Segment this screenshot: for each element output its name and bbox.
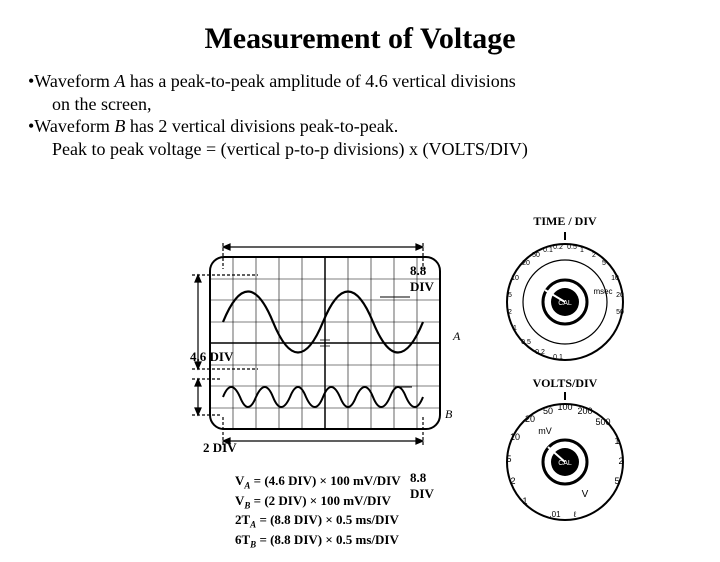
svg-text:10: 10 bbox=[611, 275, 619, 282]
bullet-b-line: •Waveform B has 2 vertical divisions pea… bbox=[28, 115, 692, 138]
svg-text:20: 20 bbox=[616, 292, 624, 299]
svg-text:.01: .01 bbox=[549, 510, 561, 519]
voltage-formulas: VA = (4.6 DIV) × 100 mV/DIV VB = (2 DIV)… bbox=[235, 472, 401, 551]
svg-text:0.5: 0.5 bbox=[567, 244, 577, 251]
svg-text:50: 50 bbox=[532, 252, 540, 259]
ptp-formula: Peak to peak voltage = (vertical p-to-p … bbox=[52, 138, 692, 161]
svg-text:1: 1 bbox=[614, 436, 619, 446]
svg-text:mV: mV bbox=[538, 426, 552, 436]
svg-text:20: 20 bbox=[525, 414, 535, 424]
svg-text:1: 1 bbox=[580, 247, 584, 254]
f1-post: = (4.6 DIV) × 100 mV/DIV bbox=[250, 473, 400, 488]
svg-text:0.2: 0.2 bbox=[535, 349, 545, 356]
bullet-list: •Waveform A has a peak-to-peak amplitude… bbox=[28, 70, 692, 160]
f2-post: = (2 DIV) × 100 mV/DIV bbox=[250, 493, 390, 508]
svg-text:200: 200 bbox=[577, 406, 592, 416]
time-div-dial: TIME / DIV CAL 0.10.20.51 25 102050 5020… bbox=[490, 222, 640, 372]
dim-2-label: 2 DIV bbox=[203, 440, 237, 456]
volts-div-dial: VOLTS/DIV CAL 50100200 50012 5 20105 21 … bbox=[490, 382, 640, 532]
bullet-a-pre: •Waveform bbox=[28, 71, 114, 91]
svg-text:20: 20 bbox=[522, 260, 530, 267]
svg-text:0.5: 0.5 bbox=[521, 339, 531, 346]
svg-text:50: 50 bbox=[543, 406, 553, 416]
svg-text:5: 5 bbox=[602, 260, 606, 267]
f3-pre: 2T bbox=[235, 512, 250, 527]
svg-text:50: 50 bbox=[616, 309, 624, 316]
svg-text:2: 2 bbox=[592, 252, 596, 259]
svg-text:10: 10 bbox=[510, 432, 520, 442]
f3-post: = (8.8 DIV) × 0.5 ms/DIV bbox=[256, 512, 399, 527]
svg-text:5: 5 bbox=[508, 292, 512, 299]
bullet-b-post: has 2 vertical divisions peak-to-peak. bbox=[125, 116, 398, 136]
oscilloscope-display: 8.8 DIV 4.6 DIV 2 DIV 8.8 DIV A B bbox=[195, 247, 445, 442]
bullet-a-line2: on the screen, bbox=[52, 93, 692, 116]
waveform-b-var: B bbox=[114, 116, 125, 136]
svg-text:2: 2 bbox=[618, 456, 623, 466]
f1-pre: V bbox=[235, 473, 244, 488]
page-title: Measurement of Voltage bbox=[0, 22, 720, 56]
svg-text:ℓ: ℓ bbox=[573, 510, 577, 519]
svg-text:2: 2 bbox=[510, 476, 515, 486]
svg-text:0.1: 0.1 bbox=[553, 354, 563, 361]
svg-text:500: 500 bbox=[595, 417, 610, 427]
dim-top-label: 8.8 DIV bbox=[410, 263, 445, 295]
trace-a-label: A bbox=[453, 329, 460, 344]
svg-text:0.2: 0.2 bbox=[553, 244, 563, 251]
dim-46-label: 4.6 DIV bbox=[190, 349, 233, 365]
bullet-a-post: has a peak-to-peak amplitude of 4.6 vert… bbox=[125, 71, 515, 91]
waveform-a-var: A bbox=[114, 71, 125, 91]
time-dial-title: TIME / DIV bbox=[490, 214, 640, 229]
figure-area: 8.8 DIV 4.6 DIV 2 DIV 8.8 DIV A B V A = (… bbox=[150, 217, 680, 537]
svg-text:1: 1 bbox=[522, 496, 527, 506]
bullet-a-line1: •Waveform A has a peak-to-peak amplitude… bbox=[28, 70, 692, 93]
svg-text:1: 1 bbox=[513, 325, 517, 332]
f2-pre: V bbox=[235, 493, 244, 508]
svg-text:5: 5 bbox=[506, 454, 511, 464]
trace-b-label: B bbox=[445, 407, 452, 422]
svg-text:5: 5 bbox=[614, 476, 619, 486]
bullet-b-pre: •Waveform bbox=[28, 116, 114, 136]
volts-dial-title: VOLTS/DIV bbox=[490, 376, 640, 391]
svg-text:0.1: 0.1 bbox=[543, 247, 553, 254]
svg-text:10: 10 bbox=[511, 275, 519, 282]
svg-text:100: 100 bbox=[557, 402, 572, 412]
svg-text:2: 2 bbox=[508, 309, 512, 316]
svg-text:msec: msec bbox=[593, 287, 612, 296]
dim-bot-label: 8.8 DIV bbox=[410, 470, 445, 502]
svg-text:V: V bbox=[582, 489, 589, 500]
